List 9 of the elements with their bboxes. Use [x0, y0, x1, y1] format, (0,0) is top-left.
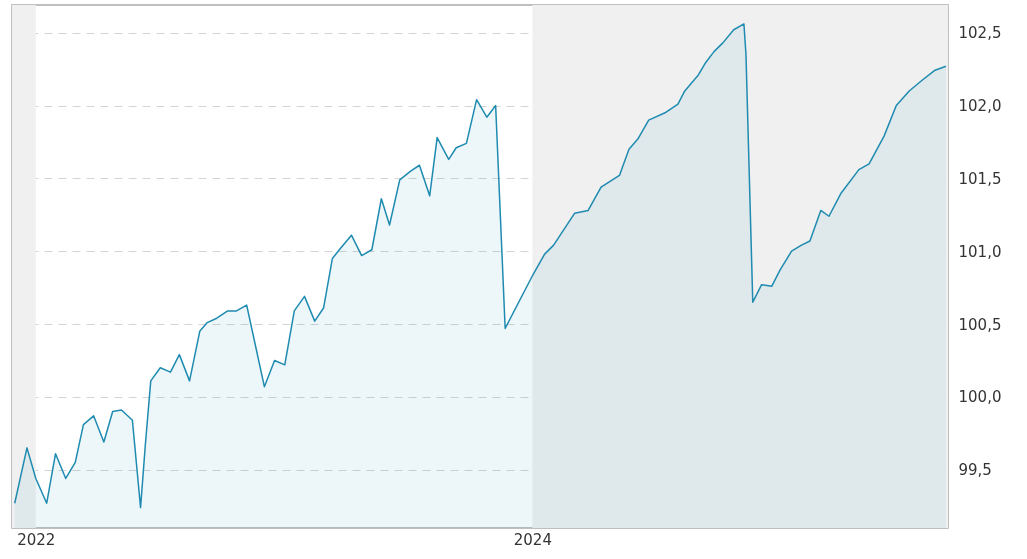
y-tick-label: 100,0: [958, 388, 1002, 407]
y-tick-label: 102,5: [958, 24, 1002, 43]
x-tick-label: 2022: [17, 530, 56, 549]
y-tick-label: 101,0: [958, 242, 1002, 261]
y-tick-label: 101,5: [958, 169, 1002, 188]
y-tick-label: 100,5: [958, 315, 1002, 334]
y-tick-label: 102,0: [958, 97, 1002, 116]
x-tick-label: 2024: [513, 530, 552, 549]
y-tick-label: 99,5: [958, 461, 992, 480]
